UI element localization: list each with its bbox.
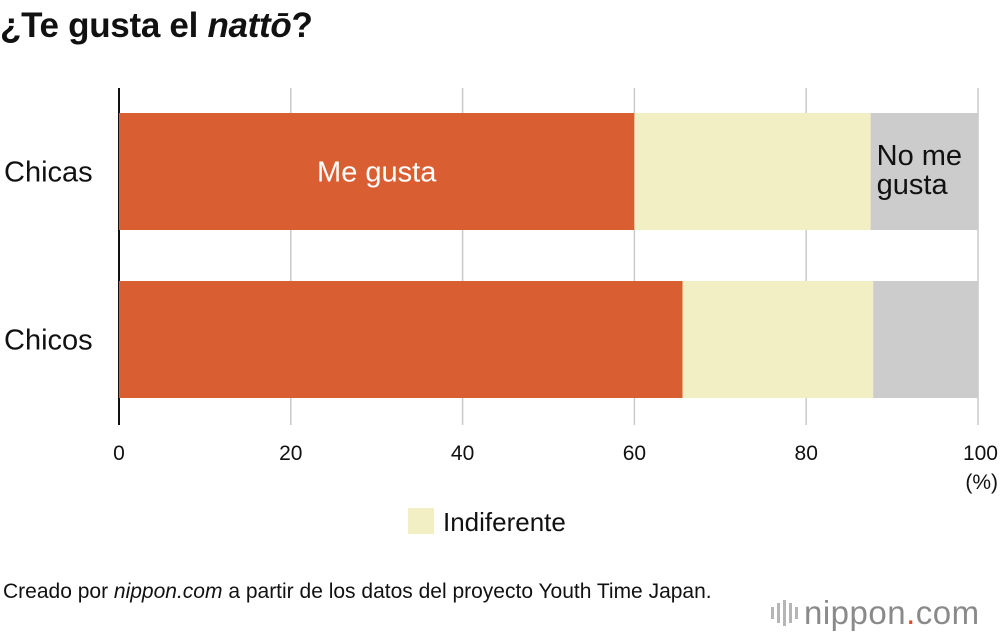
x-tick-label-20: 20 xyxy=(279,442,302,465)
category-label-chicos: Chicos xyxy=(4,325,93,357)
series-label-me-gusta: Me gusta xyxy=(317,157,437,189)
bars xyxy=(119,113,978,398)
x-tick-label-100: 100 xyxy=(963,442,998,465)
source-site: nippon.com xyxy=(113,580,223,603)
nippon-logo: nippon. com xyxy=(770,594,980,632)
chart-title: ¿Te gusta el nattō? xyxy=(0,6,313,46)
title-prefix: ¿Te gusta el xyxy=(0,6,208,45)
bar-chicos-no-me-gusta xyxy=(873,281,978,398)
series-label-no-me-gusta-line-1: No me xyxy=(877,140,962,172)
x-tick-label-0: 0 xyxy=(113,442,125,465)
sound-wave-icon xyxy=(771,600,798,626)
x-tick-label-60: 60 xyxy=(623,442,646,465)
brand-name: nippon xyxy=(804,594,907,631)
title-emphasis: nattō xyxy=(207,6,292,45)
labels: 0 20 40 60 80 100 (%) Chicas Chicos Me gusta No me… xyxy=(4,140,998,494)
x-unit-label: (%) xyxy=(965,471,998,494)
legend-label-indiferente: Indiferente xyxy=(443,507,566,537)
stacked-bar-chart: 0 20 40 60 80 100 (%) Chicas Chicos Me gusta No me… xyxy=(4,88,998,537)
bar-chicas-no-me-gusta xyxy=(870,113,978,230)
x-tick-label-40: 40 xyxy=(451,442,474,465)
category-label-chicas: Chicas xyxy=(4,157,93,189)
brand-tld: com xyxy=(915,594,980,631)
source-prefix: Creado por xyxy=(3,580,114,603)
legend-swatch-indiferente xyxy=(408,508,434,534)
title-suffix: ? xyxy=(291,6,313,45)
series-label-no-me-gusta-line-2: gusta xyxy=(877,169,949,201)
brand-dot: . xyxy=(906,594,916,631)
bar-chicas-me-gusta xyxy=(119,113,635,230)
x-tick-label-80: 80 xyxy=(795,442,818,465)
source-suffix: a partir de los datos del proyecto Youth… xyxy=(222,580,712,603)
bar-chicos-me-gusta xyxy=(119,281,683,398)
series-label-no-me-gusta: No me gusta xyxy=(877,140,962,201)
source-note: Creado por nippon.com a partir de los da… xyxy=(3,578,723,605)
bar-chicos-indiferente xyxy=(682,281,874,398)
bar-chicas-indiferente xyxy=(634,113,871,230)
legend: Indiferente xyxy=(408,507,566,537)
